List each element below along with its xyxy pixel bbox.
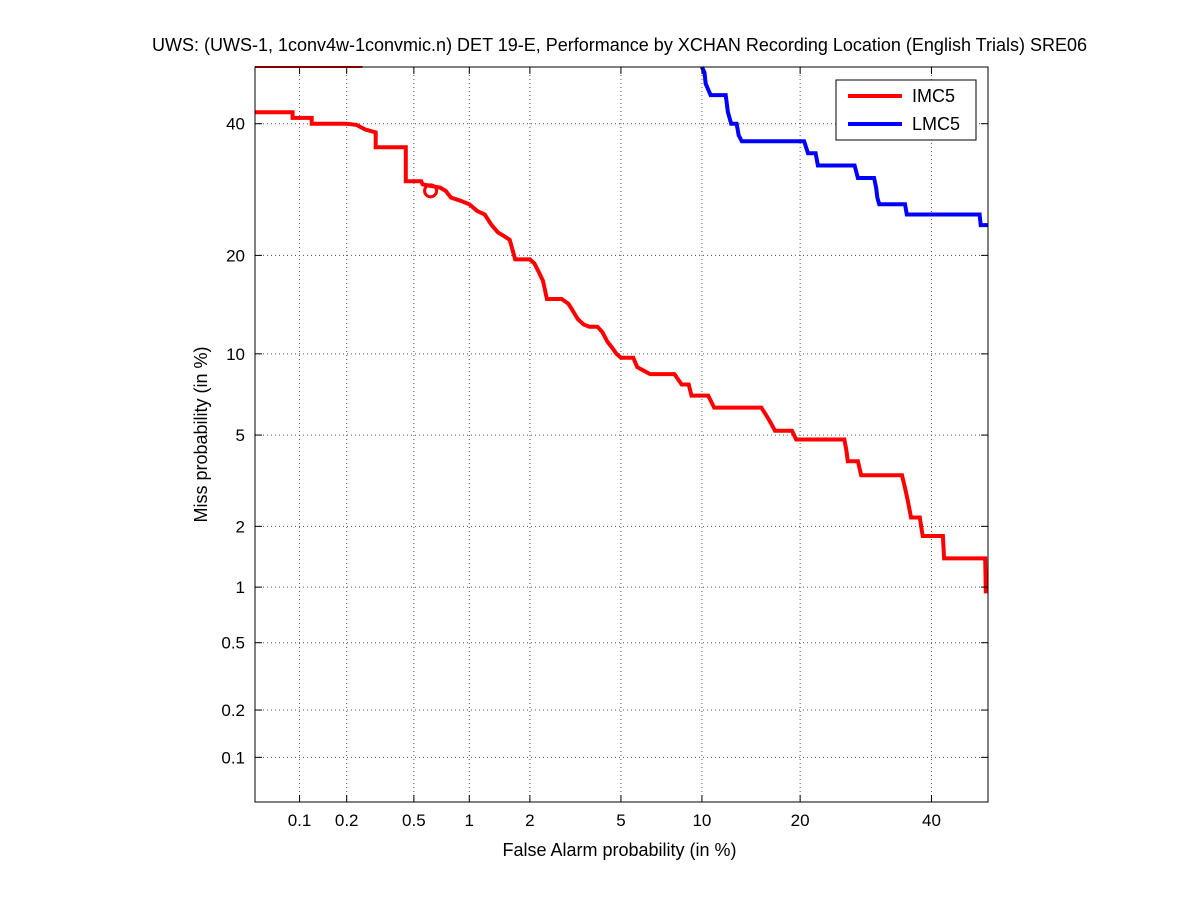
x-tick-label: 20: [791, 811, 810, 830]
y-tick-label: 40: [226, 115, 245, 134]
y-tick-label: 10: [226, 345, 245, 364]
plot-frame: [254, 66, 989, 803]
y-axis-label: Miss probability (in %): [191, 346, 211, 522]
grid: [255, 67, 988, 802]
y-tick-label: 0.1: [221, 748, 245, 767]
x-tick-label: 5: [616, 811, 625, 830]
y-tick-label: 5: [236, 426, 245, 445]
x-tick-label: 40: [922, 811, 941, 830]
x-tick-label: 2: [525, 811, 534, 830]
x-tick-label: 1: [465, 811, 474, 830]
legend-label-imc5: IMC5: [912, 86, 955, 106]
x-tick-label: 0.2: [335, 811, 359, 830]
legend: IMC5 LMC5: [835, 79, 977, 141]
legend-box: [835, 79, 977, 141]
y-tick-label: 0.5: [221, 634, 245, 653]
ticks: 0.1 0.2 0.5 1 2 5 10 20 40 0.1 0.2 0.5 1 2 5 10 20 40: [221, 67, 988, 830]
chart-title: UWS: (UWS-1, 1conv4w-1convmic.n) DET 19-…: [152, 35, 1087, 55]
series-line-imc5: [255, 110, 988, 594]
x-tick-label: 0.1: [288, 811, 312, 830]
y-tick-label: 20: [226, 246, 245, 265]
x-axis-label: False Alarm probability (in %): [502, 840, 736, 860]
marker-imc5: [423, 183, 439, 199]
x-tick-label: 10: [692, 811, 711, 830]
legend-label-lmc5: LMC5: [912, 114, 960, 134]
y-tick-label: 1: [236, 578, 245, 597]
x-tick-label: 0.5: [402, 811, 426, 830]
y-tick-label: 2: [236, 517, 245, 536]
series-line-lmc5: [700, 66, 988, 228]
y-tick-label: 0.2: [221, 701, 245, 720]
